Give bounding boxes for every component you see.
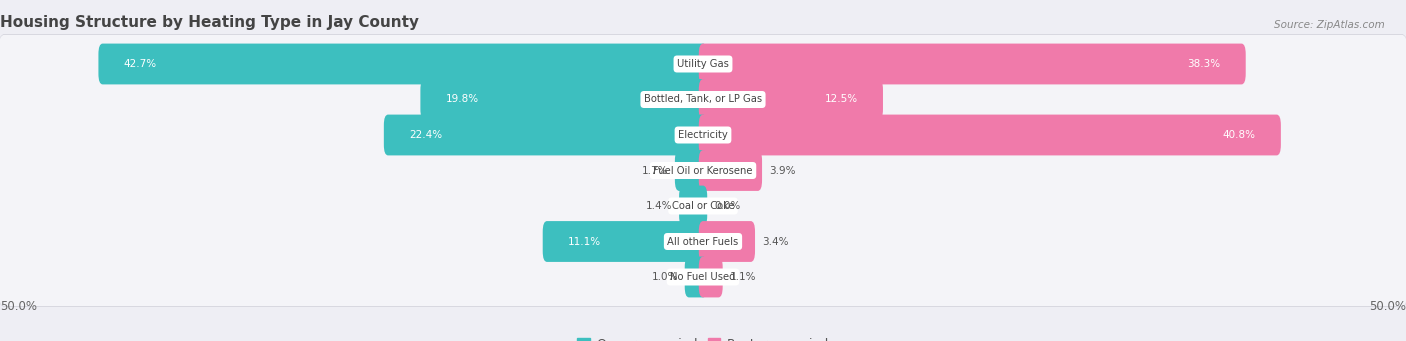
Text: 1.7%: 1.7% (641, 165, 668, 176)
Text: 3.9%: 3.9% (769, 165, 796, 176)
Text: Housing Structure by Heating Type in Jay County: Housing Structure by Heating Type in Jay… (0, 15, 419, 30)
FancyBboxPatch shape (699, 79, 883, 120)
FancyBboxPatch shape (0, 141, 1406, 200)
Text: Utility Gas: Utility Gas (678, 59, 728, 69)
Text: 22.4%: 22.4% (409, 130, 443, 140)
FancyBboxPatch shape (543, 221, 707, 262)
FancyBboxPatch shape (0, 70, 1406, 129)
Text: No Fuel Used: No Fuel Used (671, 272, 735, 282)
FancyBboxPatch shape (420, 79, 707, 120)
Text: 3.4%: 3.4% (762, 237, 789, 247)
FancyBboxPatch shape (0, 70, 1406, 129)
Text: 0.0%: 0.0% (714, 201, 741, 211)
FancyBboxPatch shape (0, 105, 1406, 165)
FancyBboxPatch shape (675, 150, 707, 191)
FancyBboxPatch shape (685, 256, 707, 297)
FancyBboxPatch shape (0, 212, 1406, 271)
FancyBboxPatch shape (699, 44, 1246, 85)
FancyBboxPatch shape (98, 44, 707, 85)
FancyBboxPatch shape (0, 35, 1406, 93)
Text: Electricity: Electricity (678, 130, 728, 140)
FancyBboxPatch shape (699, 115, 1281, 155)
Text: Source: ZipAtlas.com: Source: ZipAtlas.com (1274, 20, 1385, 30)
Text: 1.0%: 1.0% (651, 272, 678, 282)
Text: 50.0%: 50.0% (1369, 300, 1406, 313)
FancyBboxPatch shape (0, 34, 1406, 94)
Text: Coal or Coke: Coal or Coke (672, 201, 734, 211)
Text: 42.7%: 42.7% (124, 59, 157, 69)
Text: Bottled, Tank, or LP Gas: Bottled, Tank, or LP Gas (644, 94, 762, 104)
Text: All other Fuels: All other Fuels (668, 237, 738, 247)
FancyBboxPatch shape (679, 186, 707, 226)
Text: 1.1%: 1.1% (730, 272, 756, 282)
Text: 1.4%: 1.4% (645, 201, 672, 211)
FancyBboxPatch shape (0, 177, 1406, 235)
Text: 11.1%: 11.1% (568, 237, 602, 247)
Text: 19.8%: 19.8% (446, 94, 479, 104)
Text: 50.0%: 50.0% (0, 300, 37, 313)
FancyBboxPatch shape (0, 247, 1406, 307)
Text: 12.5%: 12.5% (824, 94, 858, 104)
FancyBboxPatch shape (699, 150, 762, 191)
FancyBboxPatch shape (0, 248, 1406, 306)
Text: Fuel Oil or Kerosene: Fuel Oil or Kerosene (654, 165, 752, 176)
FancyBboxPatch shape (699, 221, 755, 262)
FancyBboxPatch shape (384, 115, 707, 155)
FancyBboxPatch shape (0, 212, 1406, 271)
FancyBboxPatch shape (0, 176, 1406, 236)
FancyBboxPatch shape (699, 256, 723, 297)
Legend: Owner-occupied, Renter-occupied: Owner-occupied, Renter-occupied (578, 338, 828, 341)
Text: 40.8%: 40.8% (1223, 130, 1256, 140)
FancyBboxPatch shape (0, 106, 1406, 164)
FancyBboxPatch shape (0, 142, 1406, 199)
Text: 38.3%: 38.3% (1187, 59, 1220, 69)
